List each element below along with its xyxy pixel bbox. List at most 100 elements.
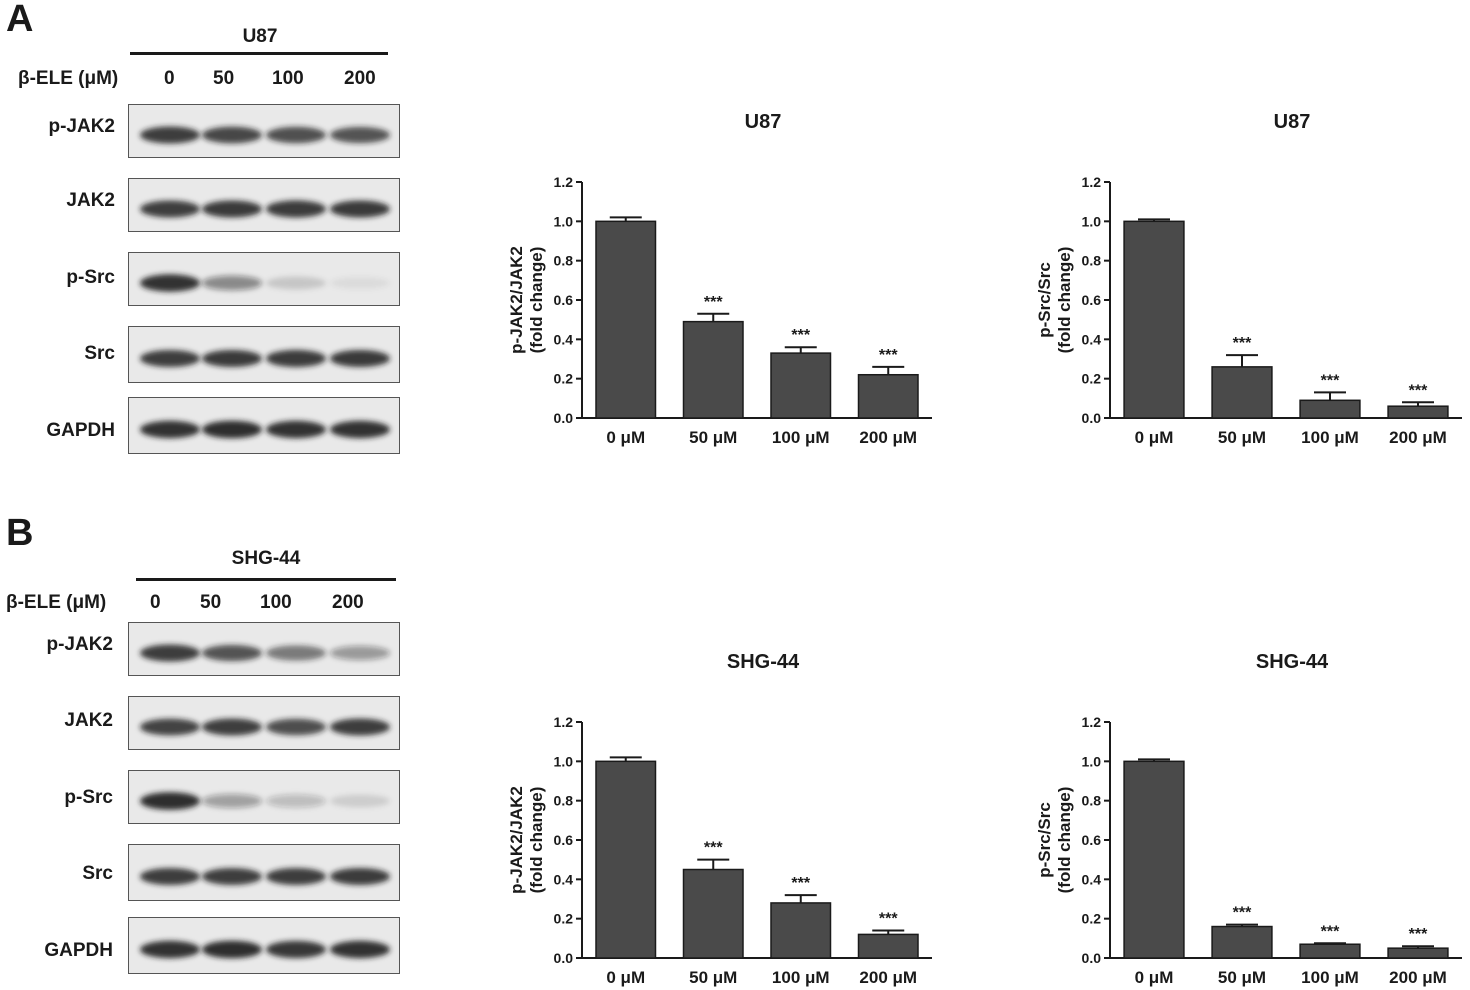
significance-marker: *** xyxy=(1233,335,1252,352)
band-src-lane-0 xyxy=(140,867,200,886)
dose-0: 0 xyxy=(164,68,175,89)
x-tick-label: 100 μM xyxy=(772,428,830,447)
dose-axis-label: β-ELE (μM) xyxy=(18,68,119,89)
dose-100: 100 xyxy=(260,592,292,613)
band-gapdh-lane-0 xyxy=(140,420,200,439)
dose-200: 200 xyxy=(332,592,364,613)
y-tick-label: 0.8 xyxy=(1082,793,1102,809)
x-tick-label: 0 μM xyxy=(1135,968,1174,987)
dose-100: 100 xyxy=(272,68,304,89)
band-p-jak2-lane-2 xyxy=(266,126,326,144)
bar xyxy=(682,320,744,419)
blot-label-b-4: GAPDH xyxy=(44,940,113,961)
y-tick-label: 0.0 xyxy=(1082,410,1102,426)
y-tick-label: 0.8 xyxy=(554,793,574,809)
y-tick-label: 1.2 xyxy=(1082,174,1102,190)
y-axis-label: p-Src/Src xyxy=(1035,802,1054,878)
y-tick-label: 0.4 xyxy=(554,871,574,887)
y-tick-label: 0.2 xyxy=(554,371,574,387)
band-p-jak2-lane-0 xyxy=(140,644,200,662)
x-tick-label: 0 μM xyxy=(606,428,645,447)
significance-marker: *** xyxy=(1409,382,1428,399)
band-p-src-lane-0 xyxy=(140,274,200,292)
band-p-jak2-lane-1 xyxy=(202,126,262,144)
blot-label-a-1: JAK2 xyxy=(66,190,115,211)
y-tick-label: 0.8 xyxy=(554,253,574,269)
x-tick-label: 200 μM xyxy=(859,968,917,987)
bar xyxy=(1299,399,1361,419)
x-tick-label: 100 μM xyxy=(1301,428,1359,447)
y-axis-label: p-JAK2/JAK2 xyxy=(507,246,526,354)
band-src-lane-2 xyxy=(266,349,326,368)
band-p-src-lane-3 xyxy=(330,276,390,290)
chart-title: U87 xyxy=(745,111,782,133)
blot-label-b-1: JAK2 xyxy=(64,710,113,731)
x-tick-label: 100 μM xyxy=(772,968,830,987)
chart-title: U87 xyxy=(1274,111,1311,133)
y-tick-label: 1.0 xyxy=(554,753,574,769)
bar-chart-u87-p-src: U87 0.0 0.2 0.4 0.6 0.8 1.0 1.2 p-Src/Src (fold c… xyxy=(1035,111,1462,447)
band-src-lane-1 xyxy=(202,868,262,885)
cell-line-rule-b xyxy=(136,578,396,581)
band-gapdh-lane-3 xyxy=(330,420,390,439)
band-p-src-lane-0 xyxy=(140,792,200,810)
band-jak2-lane-3 xyxy=(330,718,390,736)
band-src-lane-3 xyxy=(330,868,390,885)
blot-label-a-4: GAPDH xyxy=(46,420,115,441)
y-axis-label: p-Src/Src xyxy=(1035,262,1054,338)
bar xyxy=(857,373,919,419)
bar xyxy=(595,220,657,419)
band-gapdh-lane-2 xyxy=(266,420,326,439)
band-jak2-lane-2 xyxy=(266,200,326,218)
blot-label-a-2: p-Src xyxy=(66,267,115,288)
panel-letter-a: A xyxy=(6,0,34,40)
y-tick-label: 0.8 xyxy=(1082,253,1102,269)
y-tick-label: 1.0 xyxy=(1082,753,1102,769)
significance-marker: *** xyxy=(1409,926,1428,943)
band-jak2-lane-0 xyxy=(140,200,200,218)
bar xyxy=(1211,366,1273,419)
band-gapdh-lane-3 xyxy=(330,940,390,959)
y-tick-label: 0.6 xyxy=(1082,292,1102,308)
band-p-jak2-lane-2 xyxy=(266,645,326,661)
significance-marker: *** xyxy=(791,327,810,344)
panel-letter-b: B xyxy=(6,512,34,554)
cell-line-rule-a xyxy=(130,52,388,55)
y-tick-label: 0.2 xyxy=(1082,911,1102,927)
bar xyxy=(1211,925,1273,959)
band-p-jak2-lane-3 xyxy=(330,126,390,144)
y-tick-label: 0.4 xyxy=(1082,331,1102,347)
x-tick-label: 50 μM xyxy=(1218,968,1266,987)
chart-title: SHG-44 xyxy=(1256,651,1329,673)
blot-label-b-2: p-Src xyxy=(64,787,113,808)
bar xyxy=(595,760,657,959)
band-p-src-lane-2 xyxy=(266,794,326,808)
y-axis-label: p-JAK2/JAK2 xyxy=(507,786,526,894)
significance-marker: *** xyxy=(1321,923,1340,940)
bar xyxy=(1387,947,1449,959)
band-p-src-lane-1 xyxy=(202,793,262,809)
dose-row-a: β-ELE (μM) 0 50 100 200 xyxy=(0,68,400,92)
y-tick-label: 0.2 xyxy=(1082,371,1102,387)
band-gapdh-lane-1 xyxy=(202,940,262,959)
band-jak2-lane-1 xyxy=(202,718,262,736)
bar xyxy=(770,352,832,419)
significance-marker: *** xyxy=(1233,905,1252,922)
y-tick-label: 0.4 xyxy=(554,331,574,347)
cell-line-label-b: SHG-44 xyxy=(231,548,301,569)
x-tick-label: 0 μM xyxy=(606,968,645,987)
y-tick-label: 0.6 xyxy=(554,292,574,308)
band-p-jak2-lane-0 xyxy=(140,126,200,144)
y-tick-label: 0.6 xyxy=(1082,832,1102,848)
band-jak2-lane-1 xyxy=(202,200,262,218)
band-p-src-lane-1 xyxy=(202,275,262,291)
y-axis-label: (fold change) xyxy=(527,787,546,894)
blot-label-a-3: Src xyxy=(84,343,115,364)
band-p-src-lane-2 xyxy=(266,276,326,290)
y-axis-label: (fold change) xyxy=(1055,247,1074,354)
bar xyxy=(682,868,744,959)
dose-50: 50 xyxy=(213,68,235,89)
dose-200: 200 xyxy=(344,68,376,89)
dose-row-b: β-ELE (μM) 0 50 100 200 xyxy=(0,592,400,616)
